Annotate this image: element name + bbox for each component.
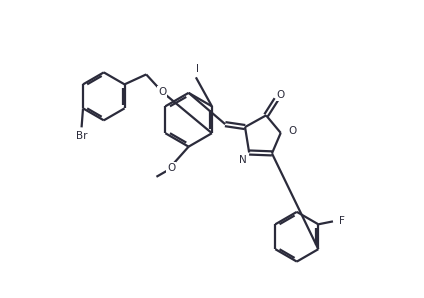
Text: N: N (240, 155, 247, 165)
Text: O: O (276, 90, 285, 100)
Text: F: F (339, 216, 345, 226)
Text: I: I (196, 63, 199, 74)
Text: O: O (158, 87, 166, 97)
Text: Br: Br (76, 131, 87, 141)
Text: O: O (288, 126, 296, 136)
Text: O: O (167, 163, 175, 173)
